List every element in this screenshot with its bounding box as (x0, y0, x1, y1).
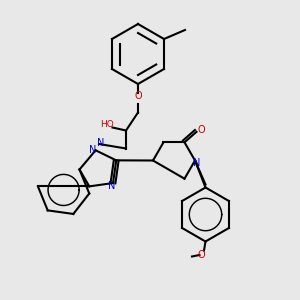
Text: O: O (197, 125, 205, 135)
Text: N: N (97, 137, 104, 148)
Text: O: O (197, 250, 205, 260)
Text: N: N (89, 145, 96, 155)
Text: HO: HO (100, 120, 113, 129)
Text: O: O (134, 91, 142, 101)
Text: N: N (193, 158, 200, 169)
Text: N: N (108, 181, 115, 191)
